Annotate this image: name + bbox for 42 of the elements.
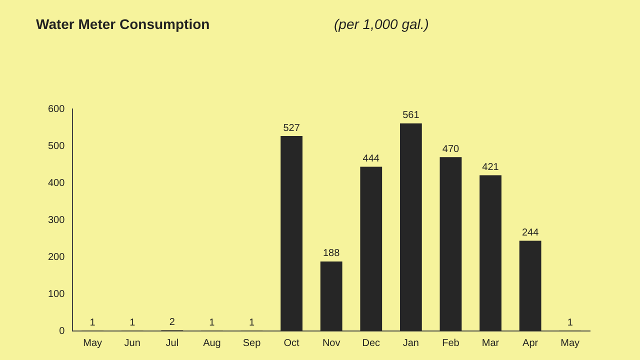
y-tick-label: 500 [48,140,66,152]
x-tick-label: Aug [203,338,221,349]
x-tick-label: Oct [284,338,300,349]
x-tick-label: May [560,338,580,349]
data-label: 244 [522,227,540,238]
data-label: 2 [169,317,176,328]
x-tick-label: Jun [124,338,140,349]
chart-subtitle: (per 1,000 gal.) [334,16,429,32]
x-tick-label: Dec [362,338,380,349]
y-tick-label: 300 [48,214,66,226]
y-tick-label: 0 [59,326,66,337]
bar [480,175,502,331]
x-tick-label: May [83,338,102,349]
bar [400,123,422,331]
bar [280,136,302,331]
data-label: 561 [402,110,420,122]
y-tick-label: 600 [48,104,66,115]
data-label: 1 [209,317,216,328]
bar [440,157,462,331]
data-label: 421 [482,162,500,173]
y-tick-label: 100 [48,288,66,300]
data-label: 527 [283,122,300,134]
data-label: 1 [567,317,574,328]
bar [320,261,342,331]
y-tick-label: 200 [48,252,66,263]
x-tick-label: Mar [482,338,500,349]
bar [360,166,382,331]
x-tick-label: Jul [166,338,179,349]
x-tick-label: Feb [442,338,460,349]
data-label: 1 [90,317,96,328]
y-tick-label: 400 [48,178,66,189]
x-tick-label: Jan [402,338,419,349]
data-label: 470 [442,144,460,155]
data-label: 1 [130,317,136,328]
data-label: 1 [248,317,255,328]
x-tick-label: Apr [522,338,539,349]
x-tick-label: Nov [322,338,340,349]
data-label: 444 [362,153,380,164]
x-tick-label: Sep [242,338,262,349]
chart-title: Water Meter Consumption [36,16,210,32]
data-label: 188 [323,248,340,260]
bar [519,240,542,331]
